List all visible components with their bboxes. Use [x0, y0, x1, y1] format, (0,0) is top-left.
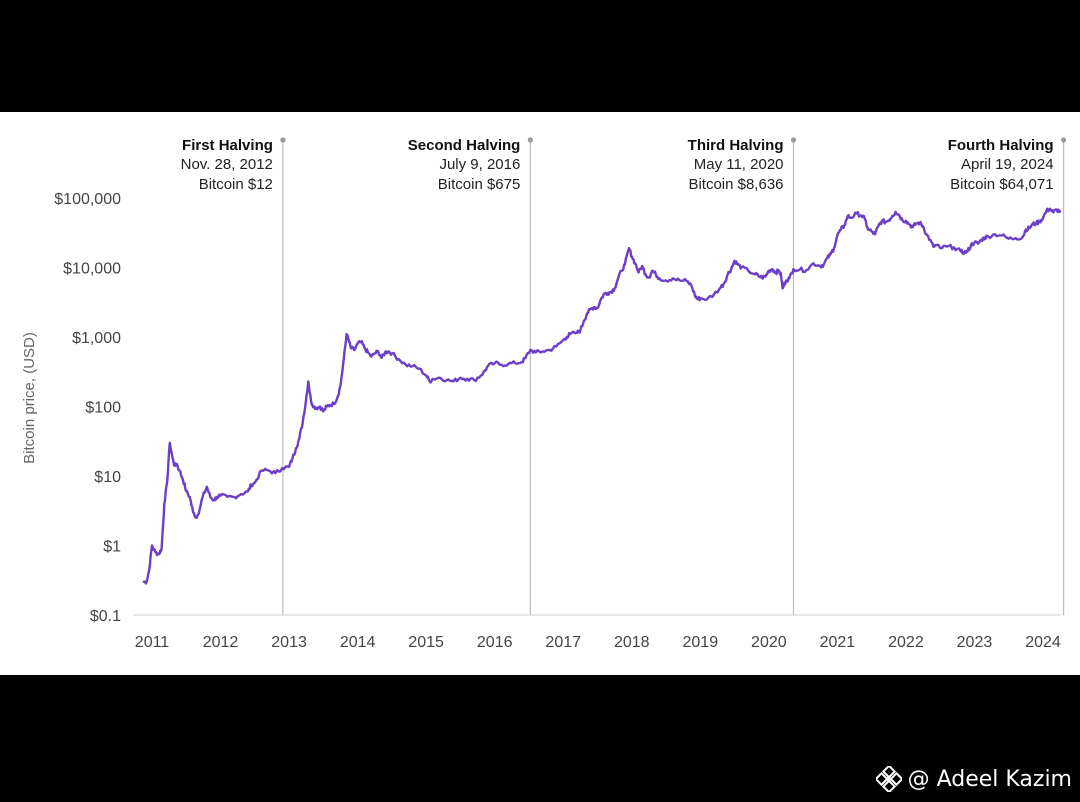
chart-panel: Bitcoin price, (USD) First Halving Nov. 2…	[0, 112, 1080, 675]
halving-title: First Halving	[182, 137, 273, 154]
bitcoin-price-chart: Bitcoin price, (USD) First Halving Nov. 2…	[21, 137, 1067, 651]
x-tick-label: 2022	[888, 634, 924, 651]
y-axis-label: Bitcoin price, (USD)	[21, 332, 38, 464]
halving-marker	[1060, 137, 1067, 143]
halving-price: Bitcoin $64,071	[950, 176, 1053, 193]
x-tick-label: 2012	[203, 634, 239, 651]
halving-date: Nov. 28, 2012	[181, 156, 273, 173]
x-tick-label: 2020	[751, 634, 787, 651]
halving-marker	[790, 137, 797, 143]
halving-date: May 11, 2020	[694, 156, 784, 173]
x-tick-label: 2024	[1025, 634, 1061, 651]
halving-marker	[527, 137, 533, 143]
x-tick-label: 2023	[957, 634, 993, 651]
price-series-line	[142, 207, 1062, 585]
halving-title: Fourth Halving	[948, 137, 1054, 154]
x-tick-label: 2019	[683, 634, 719, 651]
y-tick-label: $1,000	[72, 330, 121, 347]
binance-logo-icon	[875, 766, 902, 792]
y-tick-label: $10,000	[63, 261, 121, 278]
halving-price: Bitcoin $12	[199, 176, 273, 193]
halving-date: April 19, 2024	[961, 156, 1054, 173]
y-tick-label: $0.1	[90, 608, 121, 625]
y-tick-label: $100,000	[54, 191, 121, 208]
halving-price: Bitcoin $8,636	[688, 176, 783, 193]
halving-date: July 9, 2016	[439, 156, 520, 173]
x-tick-label: 2015	[408, 634, 444, 651]
x-tick-label: 2014	[340, 634, 376, 651]
x-tick-label: 2018	[614, 634, 650, 651]
x-tick-label: 2017	[545, 634, 581, 651]
y-tick-label: $100	[85, 400, 121, 417]
x-tick-label: 2011	[135, 634, 170, 651]
y-tick-label: $10	[94, 469, 121, 486]
y-tick-label: $1	[103, 539, 121, 556]
halving-title: Second Halving	[408, 137, 521, 154]
halving-price: Bitcoin $675	[438, 176, 521, 193]
halving-title: Third Halving	[688, 137, 784, 154]
x-tick-label: 2021	[820, 634, 856, 651]
watermark: @ Adeel Kazim	[875, 766, 1072, 792]
halving-marker	[280, 137, 286, 143]
x-tick-label: 2016	[477, 634, 513, 651]
watermark-text: @ Adeel Kazim	[907, 766, 1072, 792]
x-tick-label: 2013	[271, 634, 307, 651]
